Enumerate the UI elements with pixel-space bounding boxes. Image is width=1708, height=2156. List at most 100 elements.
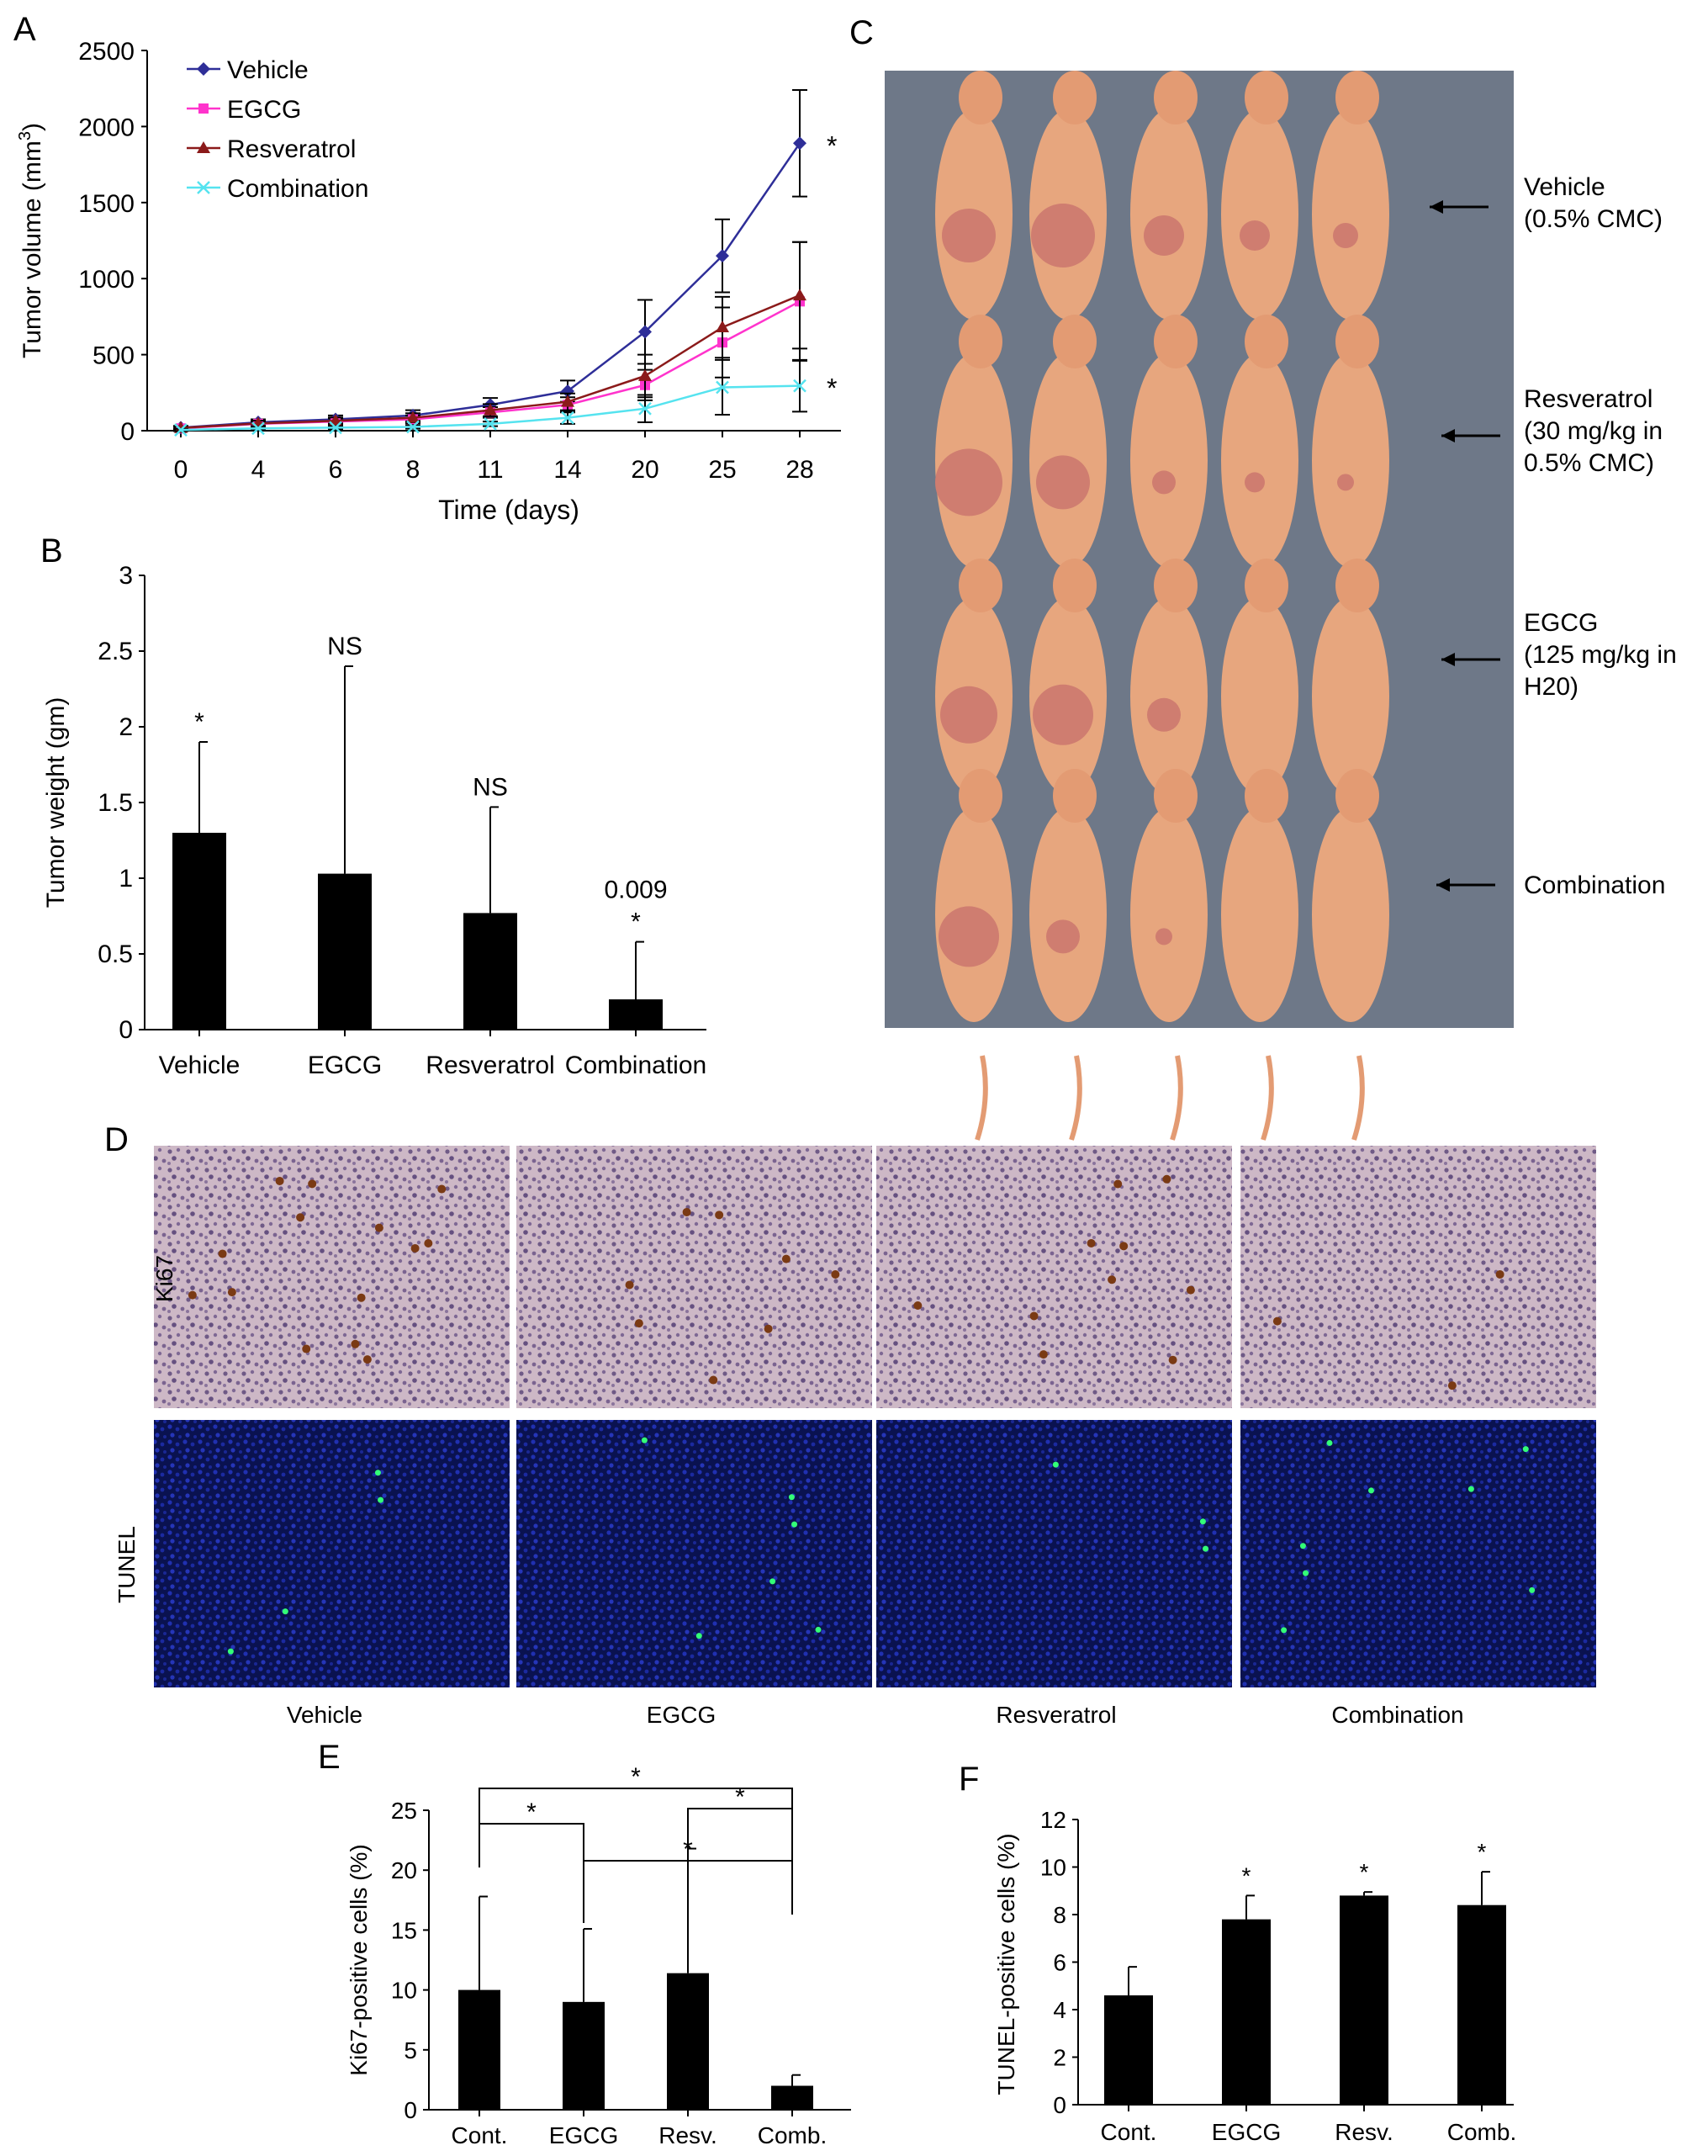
mouse bbox=[1029, 315, 1107, 686]
chart-a-ytick-label: 2000 bbox=[78, 114, 135, 141]
series-combination: * bbox=[173, 358, 837, 437]
photo-label-resveratrol: Resveratrol bbox=[1524, 385, 1652, 413]
mouse bbox=[1130, 769, 1208, 1141]
chart-a-ytick-label: 500 bbox=[93, 342, 135, 370]
arrow-head-combination bbox=[1436, 878, 1450, 892]
tunel-positive-nucleus bbox=[227, 1648, 234, 1655]
mouse-tumor bbox=[940, 686, 997, 744]
ki67-positive-nucleus bbox=[437, 1184, 447, 1194]
panel-letter-d: D bbox=[104, 1121, 129, 1158]
chart-b-ytick-label: 0.5 bbox=[98, 940, 133, 968]
ki67-tissue bbox=[154, 1146, 510, 1408]
mouse-head bbox=[1053, 315, 1097, 368]
chart-a-xtick-label: 25 bbox=[708, 456, 736, 484]
chart-f-bar-resv bbox=[1340, 1895, 1388, 2105]
tunel-image-egcg bbox=[516, 1420, 872, 1687]
ki67-image-combination bbox=[1240, 1146, 1596, 1408]
chart-f-category-label-egcg: EGCG bbox=[1212, 2119, 1281, 2145]
chart-f-ytick-label: 8 bbox=[1053, 1902, 1066, 1928]
chart-b-annotation-vehicle: * bbox=[194, 708, 204, 736]
chart-b-category-label-egcg: EGCG bbox=[308, 1052, 382, 1079]
chart-f-bar-egcg bbox=[1222, 1919, 1271, 2105]
chart-f-ytick-label: 4 bbox=[1053, 1997, 1066, 2023]
mouse-body bbox=[1130, 597, 1208, 795]
tunel-tissue bbox=[516, 1420, 872, 1687]
tunel-tissue bbox=[154, 1420, 510, 1687]
chart-e-ytick-label: 15 bbox=[391, 1917, 417, 1943]
point-combination-b bbox=[329, 421, 342, 435]
ki67-positive-nucleus bbox=[1039, 1350, 1048, 1359]
ki67-positive-nucleus bbox=[374, 1223, 383, 1232]
ki67-positive-nucleus bbox=[227, 1288, 236, 1297]
point-combination bbox=[793, 379, 806, 393]
mouse-tail bbox=[1170, 1055, 1183, 1141]
point-combination-b bbox=[561, 411, 574, 425]
mouse-head bbox=[1053, 71, 1097, 124]
mouse-head bbox=[1053, 559, 1097, 612]
chart-f-annotation-comb: * bbox=[1478, 1839, 1487, 1865]
ki67-positive-nucleus bbox=[1168, 1355, 1177, 1364]
chart-f-ytick-label: 6 bbox=[1053, 1950, 1066, 1976]
chart-f-category-label-cont: Cont. bbox=[1101, 2119, 1157, 2145]
point-resveratrol bbox=[484, 403, 497, 416]
chart-f-ytick-label: 0 bbox=[1053, 2092, 1066, 2118]
point-vehicle bbox=[716, 249, 729, 263]
mouse-body bbox=[1130, 109, 1208, 320]
mouse-tumor bbox=[1240, 220, 1270, 251]
chart-f-bars: Cont. EGCG * Resv. * Comb. * bbox=[1101, 1839, 1517, 2145]
chart-b-ytick-label: 1 bbox=[119, 865, 133, 893]
micro-col-label-vehicle: Vehicle bbox=[287, 1702, 362, 1728]
mouse-body bbox=[1029, 808, 1107, 1022]
ki67-positive-nucleus bbox=[831, 1269, 840, 1279]
chart-f-annotation-resv: * bbox=[1360, 1859, 1369, 1885]
mouse-head bbox=[959, 559, 1002, 612]
chart-a-series: ** bbox=[173, 89, 837, 437]
chart-a-xtick-label: 4 bbox=[251, 456, 266, 484]
chart-e-category-label-cont: Cont. bbox=[452, 2122, 508, 2148]
ki67-positive-nucleus bbox=[1029, 1311, 1039, 1321]
significance-star-vehicle: * bbox=[827, 130, 837, 161]
ki67-positive-nucleus bbox=[1162, 1174, 1171, 1184]
micro-col-label-resveratrol: Resveratrol bbox=[996, 1702, 1116, 1728]
mouse-body bbox=[1312, 597, 1389, 795]
mouse-head bbox=[1053, 769, 1097, 823]
ki67-image-resveratrol bbox=[876, 1146, 1232, 1408]
chart-b-annotation-combination: 0.009 bbox=[604, 877, 667, 904]
mouse bbox=[1312, 71, 1389, 438]
mouse-head bbox=[1245, 71, 1288, 124]
ki67-positive-nucleus bbox=[362, 1355, 372, 1364]
mouse-tumor bbox=[1245, 472, 1265, 493]
tunel-bar-chart: 0 2 4 6 8 10 12 Cont. EGCG * Resv. * Comb. * TUNEL-p… bbox=[993, 1807, 1516, 2145]
tumor-weight-bar-chart: 0 0.5 1 1.5 2 2.5 3 Vehicle * EGCG NS Resveratrol N… bbox=[42, 562, 706, 1079]
ki67-positive-nucleus bbox=[715, 1210, 724, 1220]
ki67-positive-nucleus bbox=[188, 1290, 197, 1300]
mouse-head bbox=[1245, 559, 1288, 612]
mouse bbox=[935, 769, 1013, 1141]
mouse-tail bbox=[975, 1055, 988, 1141]
mouse-tumor bbox=[1033, 684, 1093, 745]
mouse bbox=[1221, 71, 1298, 438]
ki67-tissue bbox=[876, 1146, 1232, 1408]
series-resveratrol bbox=[173, 241, 807, 433]
ki67-positive-nucleus bbox=[302, 1344, 311, 1353]
chart-b-annotation-egcg: NS bbox=[327, 633, 362, 660]
mouse-body bbox=[1312, 353, 1389, 568]
chart-f-bar-comb bbox=[1457, 1904, 1506, 2105]
chart-e-category-label-egcg: EGCG bbox=[549, 2122, 618, 2148]
photo-labels: Vehicle (0.5% CMC) Resveratrol (30 mg/kg in… bbox=[1430, 173, 1677, 899]
chart-a-ytick-label: 0 bbox=[120, 418, 135, 446]
arrow-head-vehicle bbox=[1430, 200, 1443, 214]
bracket-star-cont-comb: * bbox=[631, 1763, 641, 1791]
mouse-body bbox=[1221, 808, 1298, 1022]
mouse-tail bbox=[1351, 1055, 1365, 1141]
point-combination-b bbox=[174, 423, 188, 437]
mouse-tumor bbox=[942, 209, 996, 262]
chart-f-annotation-egcg: * bbox=[1242, 1862, 1251, 1888]
chart-a-y-label: Tumor volume (mm3) bbox=[16, 123, 46, 358]
tunel-positive-nucleus bbox=[1281, 1627, 1288, 1634]
chart-b-bars: Vehicle * EGCG NS Resveratrol NS Combination 0.… bbox=[159, 633, 707, 1079]
ki67-tissue bbox=[1240, 1146, 1596, 1408]
ki67-tissue bbox=[516, 1146, 872, 1408]
